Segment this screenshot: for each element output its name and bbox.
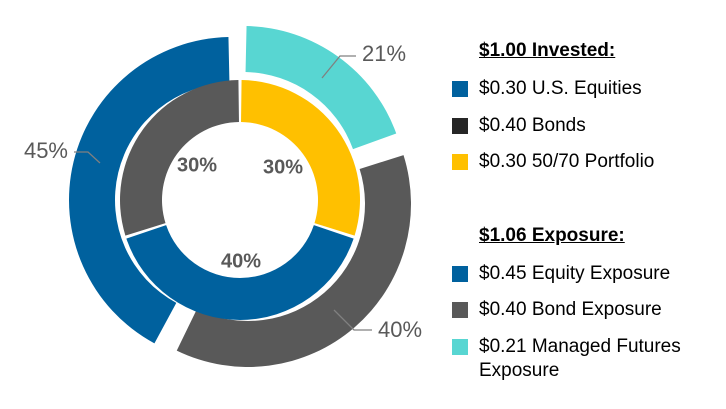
legend-swatch xyxy=(452,266,468,282)
legend-label: $0.30 50/70 Portfolio xyxy=(479,151,655,172)
outer-ring-slice-1 xyxy=(176,155,411,367)
data-labels: 21% 40% 45% 30% 40% 30% xyxy=(24,41,422,342)
legend-label: $0.40 Bonds xyxy=(479,115,586,136)
legend-swatch xyxy=(452,302,468,318)
outer-ring-slice-2 xyxy=(69,37,230,344)
outer-ring-leader-1 xyxy=(333,309,372,331)
inner-ring xyxy=(119,80,360,321)
legend-title-exposure: $1.06 Exposure: xyxy=(479,225,625,246)
inner-ring-label-2: 30% xyxy=(177,154,217,176)
inner-ring-label-1: 40% xyxy=(221,250,261,272)
inner-ring-slice-1 xyxy=(126,225,354,321)
outer-ring-label-0: 21% xyxy=(362,41,406,66)
outer-ring-label-2: 45% xyxy=(24,138,68,163)
legend-label: $0.45 Equity Exposure xyxy=(479,263,671,284)
outer-ring-slice-0 xyxy=(245,26,397,150)
legend-label: $0.21 Managed Futures Exposure xyxy=(479,336,681,381)
leader-lines xyxy=(74,55,372,331)
inner-ring-slice-0 xyxy=(241,80,360,236)
outer-ring-leader-2 xyxy=(74,151,101,164)
outer-ring-leader-0 xyxy=(321,55,356,79)
legend-swatch xyxy=(452,154,468,170)
outer-ring xyxy=(69,26,411,367)
outer-ring-label-1: 40% xyxy=(378,317,422,342)
legend-label: $0.40 Bond Exposure xyxy=(479,299,662,320)
legend-swatch xyxy=(452,118,468,134)
legend-title-invested: $1.00 Invested: xyxy=(479,40,616,61)
legend-label: $0.30 U.S. Equities xyxy=(479,78,642,99)
inner-ring-slice-2 xyxy=(119,80,239,236)
nested-donut-chart: 21% 40% 45% 30% 40% 30% xyxy=(24,26,422,367)
inner-ring-label-0: 30% xyxy=(263,156,303,178)
legend-swatch xyxy=(452,339,468,355)
legend-swatch xyxy=(452,81,468,97)
